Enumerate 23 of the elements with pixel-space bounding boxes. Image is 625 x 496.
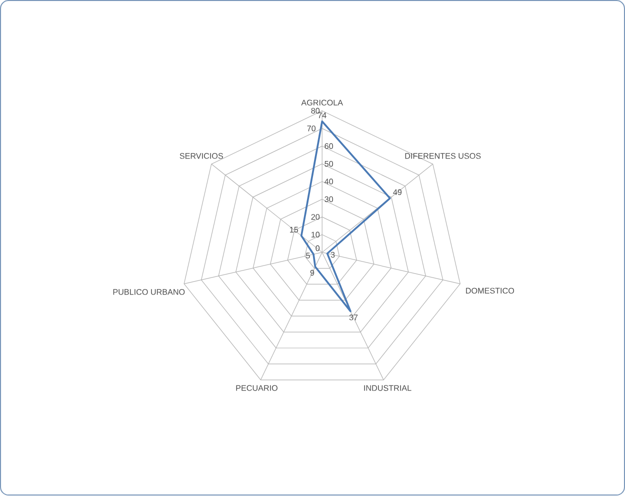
spoke-label: AGRICOLA	[301, 100, 343, 106]
data-label: 74	[318, 112, 326, 118]
spoke-label: PECUARIO	[236, 385, 278, 392]
y-tick-label: 10	[312, 232, 320, 238]
y-tick-label: 80	[311, 108, 320, 114]
data-label: 9	[310, 270, 314, 276]
y-tick-label: 70	[307, 126, 316, 132]
data-label: 5	[306, 252, 310, 259]
spoke-label: PUBLICO URBANO	[113, 289, 185, 296]
spoke-label: SERVICIOS	[180, 153, 223, 160]
y-tick-label: 50	[324, 161, 334, 167]
y-tick-label: 0	[316, 246, 320, 252]
y-tick-label: 60	[324, 143, 334, 150]
spoke-label: DIFERENTES USOS	[405, 153, 481, 160]
spoke-label: INDUSTRIAL	[364, 385, 412, 392]
data-label: 15	[290, 227, 298, 233]
y-tick-label: 30	[324, 196, 334, 202]
y-tick-label: 20	[311, 214, 320, 220]
data-label: 49	[393, 190, 402, 196]
data-label: 3	[330, 252, 335, 258]
y-tick-label: 40	[324, 178, 334, 185]
data-label: 37	[349, 314, 358, 321]
spoke-label: DOMESTICO	[466, 288, 514, 294]
